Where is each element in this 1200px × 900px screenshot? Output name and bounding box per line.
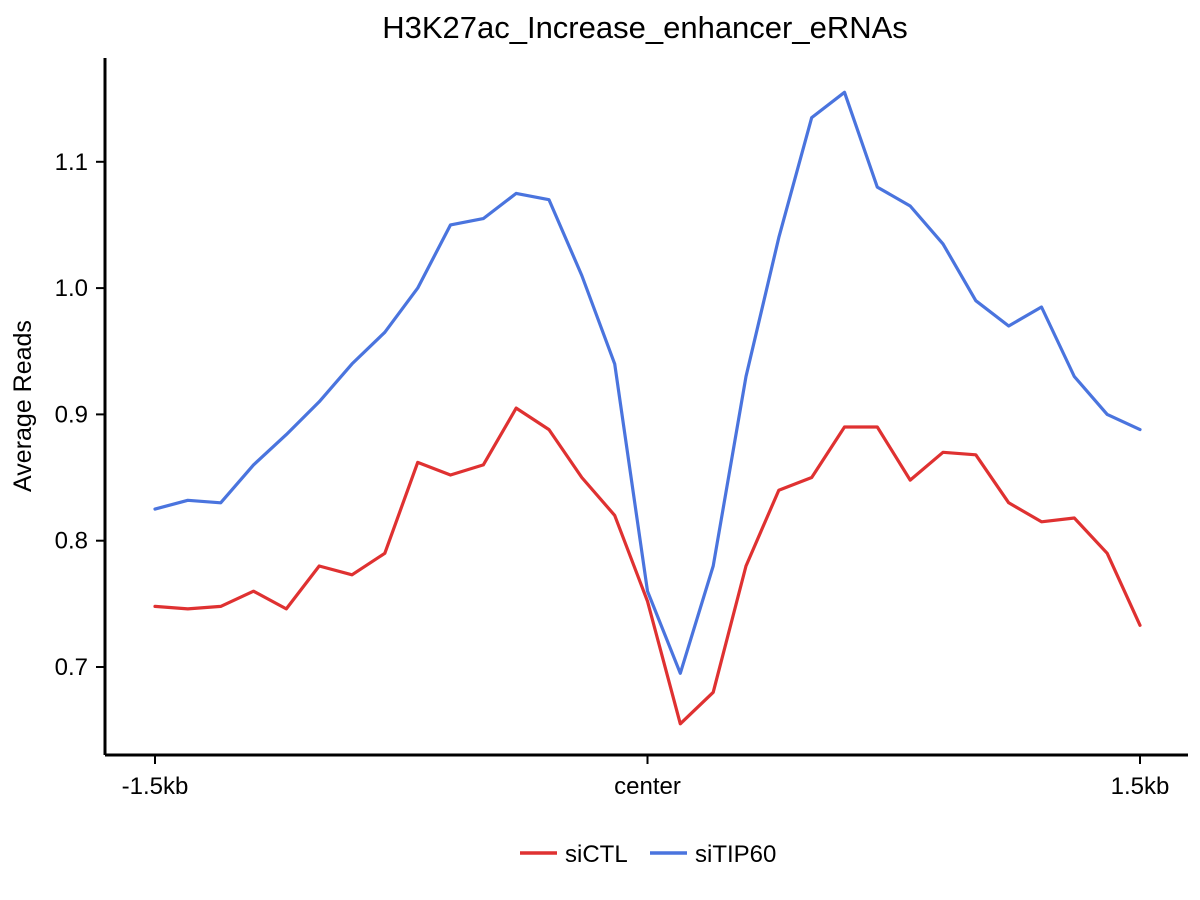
y-tick-label: 0.8 <box>55 528 88 555</box>
legend-label: siTIP60 <box>695 841 776 868</box>
legend: siCTL siTIP60 <box>520 841 776 868</box>
y-tick-label: 1.1 <box>55 149 88 176</box>
x-tick-label: center <box>614 773 681 800</box>
series-line-sictl <box>153 406 1142 726</box>
plot-lines <box>153 90 1142 726</box>
legend-label: siCTL <box>565 841 628 868</box>
legend-item-sitip60: siTIP60 <box>650 841 776 868</box>
chart-title: H3K27ac_Increase_enhancer_eRNAs <box>382 10 908 45</box>
x-tick-label: 1.5kb <box>1111 773 1170 800</box>
x-tick-label: -1.5kb <box>122 773 189 800</box>
series-line-sitip60 <box>153 90 1142 675</box>
y-axis-ticks: 0.7 0.8 0.9 1.0 1.1 <box>55 149 105 681</box>
y-tick-label: 0.7 <box>55 654 88 681</box>
y-tick-label: 0.9 <box>55 401 88 428</box>
x-axis-ticks: -1.5kb center 1.5kb <box>122 755 1170 800</box>
legend-item-sictl: siCTL <box>520 841 628 868</box>
y-tick-label: 1.0 <box>55 275 88 302</box>
y-axis-title: Average Reads <box>9 320 37 492</box>
